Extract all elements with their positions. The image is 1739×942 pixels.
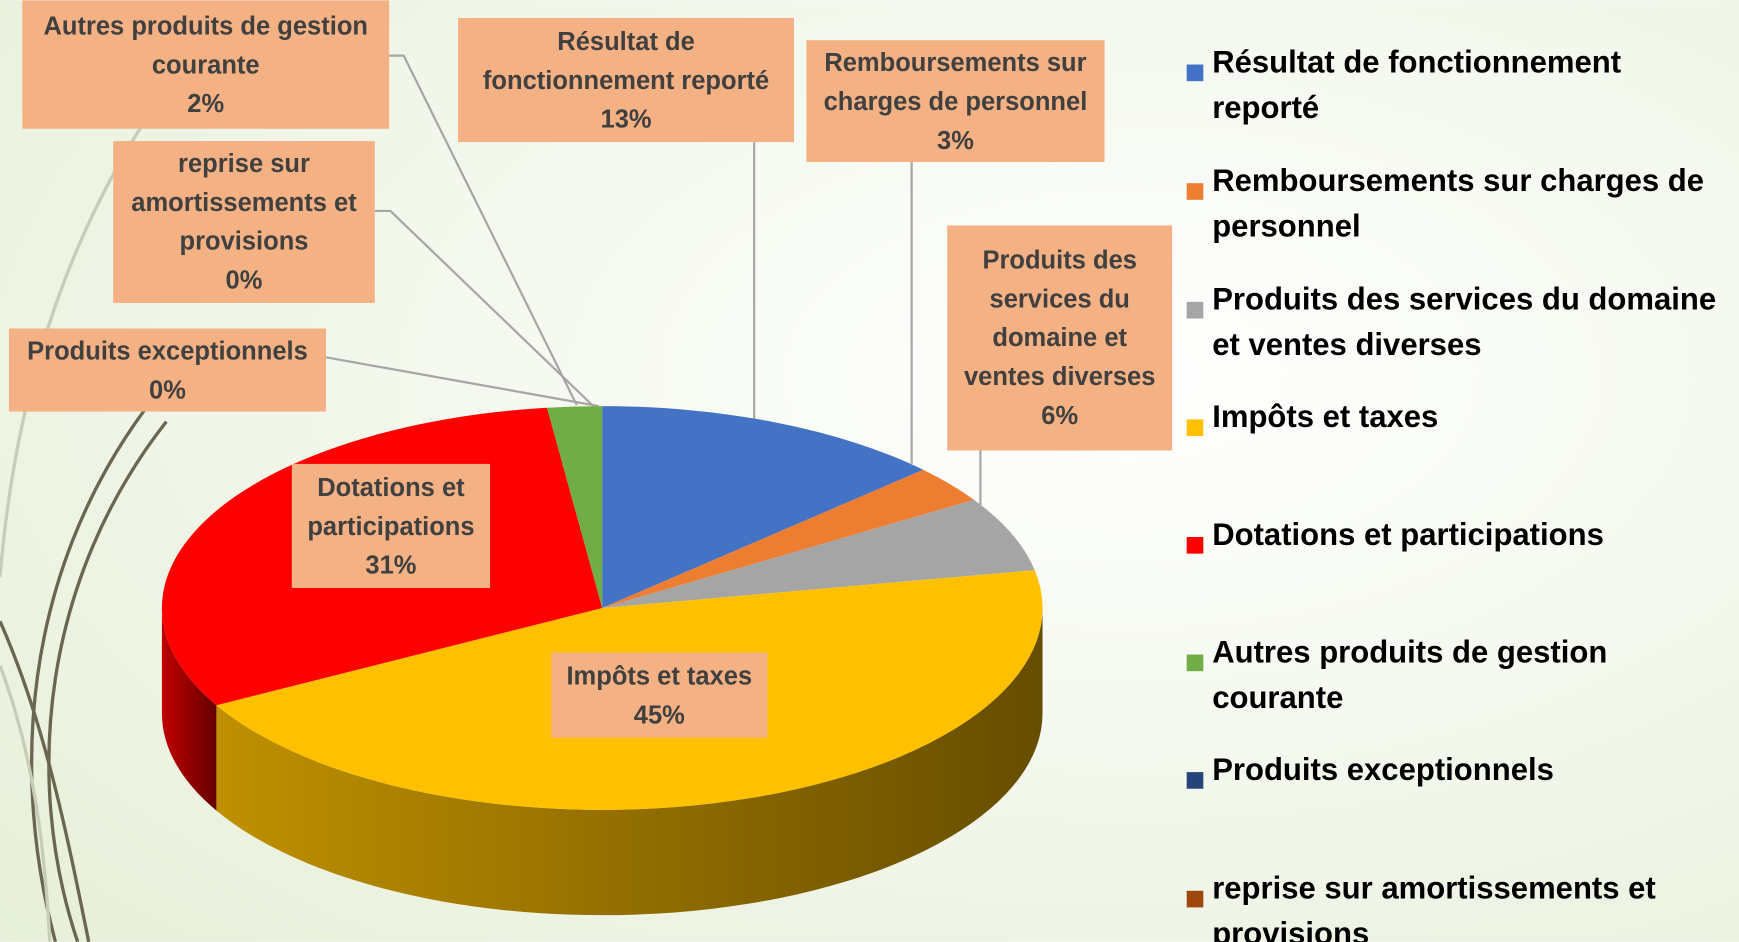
data-label: Résultat de fonctionnement reporté 13% — [458, 17, 795, 143]
legend-swatch — [1186, 772, 1204, 789]
leader-lines — [325, 54, 982, 509]
legend-entry: Produits des services du domaine et vent… — [1212, 281, 1717, 362]
legend-entry: Dotations et participations — [1212, 517, 1604, 552]
label-value: 45% — [633, 699, 685, 729]
label-box: Produits des services du domaine et vent… — [947, 225, 1173, 451]
label-box: Résultat de fonctionnement reporté 13% — [458, 17, 795, 143]
slice — [602, 499, 1035, 608]
legend-swatch — [1186, 183, 1204, 200]
legend-label: reprise sur amortissements et provisions — [1212, 870, 1656, 942]
legend-entry: reprise sur amortissements et provisions — [1212, 870, 1656, 942]
slice — [602, 406, 924, 608]
label-value: 31% — [365, 549, 417, 579]
data-label: Remboursements sur charges de personnel 3… — [806, 40, 1105, 163]
data-label: Autres produits de gestion courante 2% — [22, 0, 390, 129]
slice-side — [216, 607, 1043, 916]
label-value: 0% — [225, 265, 263, 295]
legend-swatch — [1186, 536, 1204, 554]
label-name: Dotations et participations — [307, 472, 475, 540]
label-name: Remboursements sur charges de personnel — [823, 47, 1088, 115]
legend-label: Produits des services du domaine et vent… — [1212, 281, 1717, 362]
slice — [602, 469, 974, 608]
legend-label: Remboursements sur charges de personnel — [1212, 163, 1705, 244]
legend-swatch — [1186, 654, 1204, 672]
data-label: Impôts et taxes 45% — [551, 652, 768, 738]
legend-label: Résultat de fonctionnement reporté — [1212, 44, 1622, 125]
decoration — [0, 121, 168, 942]
legend-label: Dotations et participations — [1212, 517, 1604, 552]
label-value: 2% — [187, 88, 225, 118]
label-name: Produits exceptionnels — [27, 335, 308, 365]
legend-entry: Résultat de fonctionnement reporté — [1212, 44, 1622, 125]
label-name: reprise sur amortissements et provisions — [131, 148, 357, 256]
legend-label: Impôts et taxes — [1212, 399, 1439, 434]
legend-entry: Autres produits de gestion courante — [1212, 634, 1608, 715]
label-box: Remboursements sur charges de personnel 3… — [806, 40, 1105, 163]
label-name: Produits des services du domaine et vent… — [963, 245, 1156, 391]
label-box: reprise sur amortissements et provisions… — [113, 141, 375, 303]
label-value: 3% — [937, 124, 974, 154]
label-name: Autres produits de gestion courante — [43, 10, 368, 79]
slice-side — [161, 607, 217, 811]
data-label: reprise sur amortissements et provisions… — [113, 141, 375, 303]
legend-swatch — [1186, 64, 1204, 82]
legend-label: Produits exceptionnels — [1212, 752, 1554, 787]
legend-label: Autres produits de gestion courante — [1212, 634, 1608, 715]
legend-entry: Produits exceptionnels — [1212, 752, 1554, 787]
legend-swatch — [1186, 890, 1204, 908]
data-label: Produits des services du domaine et vent… — [947, 225, 1173, 451]
label-box: Dotations et participations 31% — [291, 463, 491, 589]
legend-swatch — [1186, 301, 1204, 319]
label-box: Autres produits de gestion courante 2% — [22, 0, 390, 129]
slice — [547, 406, 603, 608]
label-value: 0% — [149, 374, 186, 404]
legend-entry: Impôts et taxes — [1212, 399, 1439, 434]
legend-swatch — [1186, 419, 1204, 437]
legend-entry: Remboursements sur charges de personnel — [1212, 163, 1705, 244]
label-value: 6% — [1041, 400, 1079, 430]
label-name: Résultat de fonctionnement reporté — [482, 26, 770, 94]
label-value: 13% — [600, 103, 652, 133]
label-name: Impôts et taxes — [566, 660, 753, 690]
data-label: Produits exceptionnels 0% — [8, 328, 327, 412]
label-box: Impôts et taxes 45% — [551, 652, 768, 738]
data-label: Dotations et participations 31% — [291, 463, 491, 589]
label-box: Produits exceptionnels 0% — [8, 328, 327, 412]
